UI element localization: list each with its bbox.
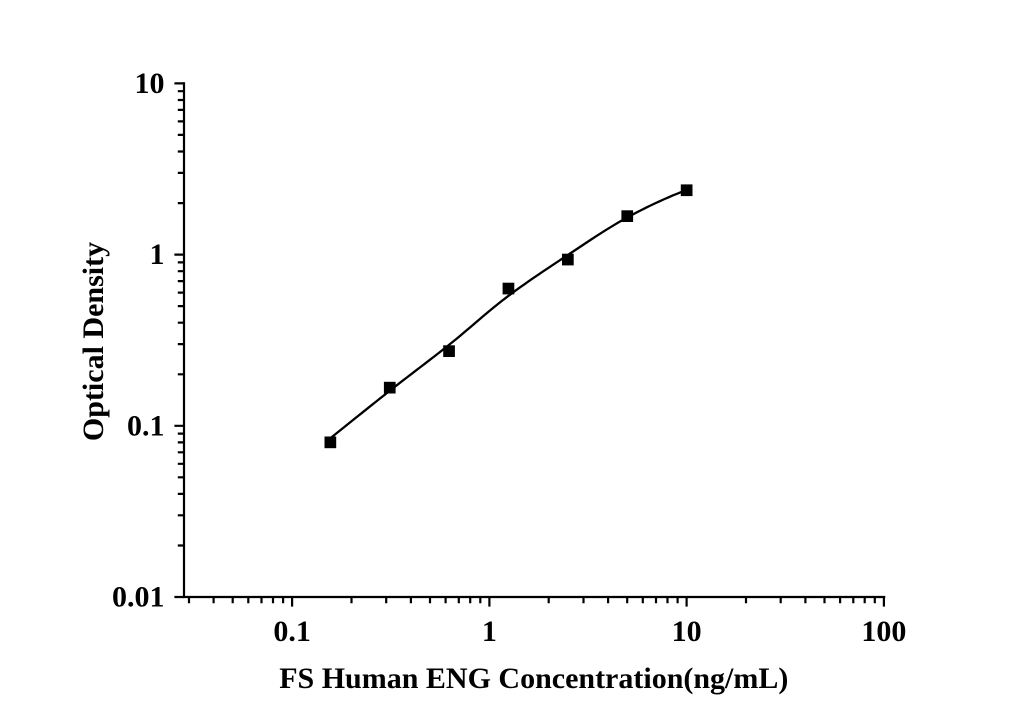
svg-text:0.1: 0.1 — [273, 615, 311, 648]
svg-text:0.1: 0.1 — [127, 409, 165, 442]
svg-text:FS Human ENG Concentration(ng/: FS Human ENG Concentration(ng/mL) — [279, 662, 788, 695]
svg-text:10: 10 — [672, 615, 702, 648]
svg-text:Optical Density: Optical Density — [77, 242, 110, 441]
svg-text:1: 1 — [482, 615, 497, 648]
svg-text:100: 100 — [861, 615, 906, 648]
svg-text:1: 1 — [150, 238, 165, 271]
svg-text:10: 10 — [135, 67, 165, 100]
svg-text:0.01: 0.01 — [112, 581, 165, 614]
